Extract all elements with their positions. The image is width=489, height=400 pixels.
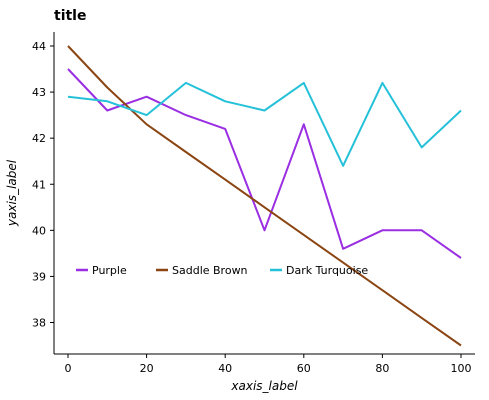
y-tick-label: 39 (32, 270, 46, 283)
series-line-purple (67, 68, 462, 259)
legend-label-saddle-brown: Saddle Brown (172, 264, 248, 277)
y-tick-label: 40 (32, 224, 46, 237)
chart-title: title (54, 8, 86, 24)
x-tick-label: 20 (140, 362, 154, 375)
series-line-saddle-brown (67, 45, 462, 347)
y-tick-label: 43 (32, 86, 46, 99)
y-tick-label: 38 (32, 317, 46, 330)
legend-label-dark-turquoise: Dark Turquoise (286, 264, 368, 277)
y-tick-label: 44 (32, 40, 46, 53)
x-tick-label: 80 (375, 362, 389, 375)
y-axis-title: yaxis_label (5, 159, 19, 227)
x-axis-title: xaxis_label (230, 379, 298, 393)
y-tick-label: 42 (32, 132, 46, 145)
y-tick-label: 41 (32, 178, 46, 191)
x-tick-label: 40 (218, 362, 232, 375)
x-tick-label: 0 (65, 362, 72, 375)
x-tick-label: 60 (297, 362, 311, 375)
series-line-dark-turquoise (67, 81, 462, 167)
legend-label-purple: Purple (92, 264, 127, 277)
x-tick-label: 100 (451, 362, 472, 375)
